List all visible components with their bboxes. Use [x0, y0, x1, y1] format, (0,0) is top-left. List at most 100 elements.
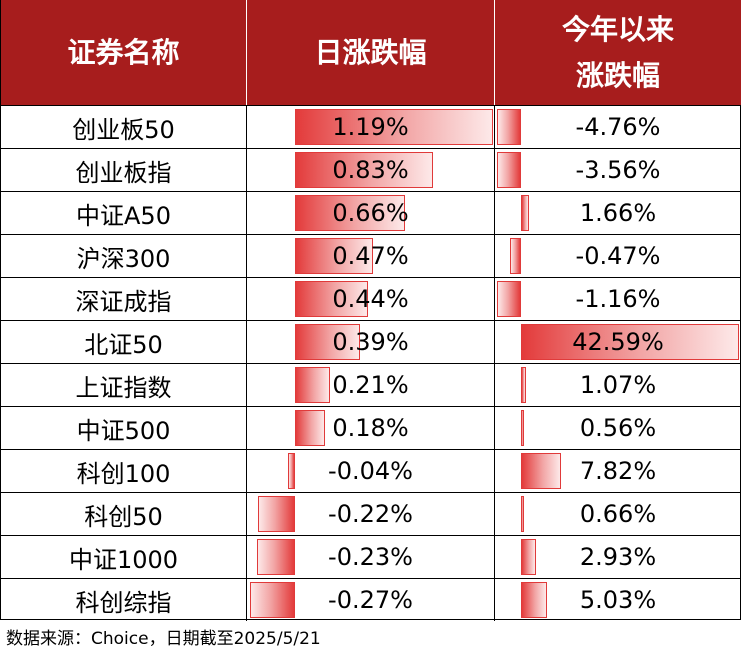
table-row: 创业板指 0.83% -3.56% — [1, 148, 741, 191]
ytd-change-value: 1.66% — [579, 199, 657, 227]
daily-change-cell: 0.83% — [247, 149, 495, 191]
daily-change-bar — [295, 195, 405, 231]
daily-change-value: -0.04% — [328, 457, 413, 485]
table-row: 中证1000 -0.23% 2.93% — [1, 535, 741, 578]
daily-change-value: 1.19% — [332, 113, 409, 141]
security-name: 科创100 — [76, 459, 171, 488]
daily-change-cell: -0.27% — [247, 579, 495, 621]
ytd-change-value: -3.56% — [575, 156, 661, 184]
ytd-change-cell: 0.56% — [495, 407, 741, 449]
ytd-change-bar — [521, 496, 525, 532]
ytd-change-value: -1.16% — [575, 285, 661, 313]
security-name-cell: 科创50 — [1, 493, 247, 535]
ytd-change-bar — [521, 453, 562, 489]
security-name-cell: 北证50 — [1, 321, 247, 363]
ytd-change-value: 0.56% — [579, 414, 657, 442]
daily-change-cell: -0.23% — [247, 536, 495, 578]
security-name: 北证50 — [84, 330, 163, 359]
header-ytd-change: 今年以来 涨跌幅 — [495, 0, 741, 105]
security-name: 中证1000 — [68, 545, 179, 574]
security-name-cell: 中证A50 — [1, 192, 247, 234]
header-daily-change-label: 日涨跌幅 — [314, 35, 427, 69]
ytd-change-bar — [521, 410, 524, 446]
header-ytd-change-label-line1: 今年以来 — [561, 12, 674, 46]
security-name: 科创50 — [84, 502, 163, 531]
ytd-change-cell: -3.56% — [495, 149, 741, 191]
daily-change-bar — [258, 496, 295, 532]
table-row: 上证指数 0.21% 1.07% — [1, 363, 741, 406]
ytd-change-value: 7.82% — [579, 457, 657, 485]
security-name-cell: 创业板指 — [1, 149, 247, 191]
security-name: 深证成指 — [75, 287, 172, 316]
security-name: 创业板指 — [75, 158, 172, 187]
security-name: 科创综指 — [75, 588, 172, 617]
daily-change-cell: -0.22% — [247, 493, 495, 535]
table-row: 科创100 -0.04% 7.82% — [1, 449, 741, 492]
table-row: 北证50 0.39% 42.59% — [1, 320, 741, 363]
header-security-name-label: 证券名称 — [67, 35, 180, 69]
ytd-change-bar — [497, 109, 521, 145]
security-name: 上证指数 — [75, 373, 172, 402]
ytd-change-value: -0.47% — [575, 242, 661, 270]
security-name: 中证500 — [76, 416, 171, 445]
security-name-cell: 科创综指 — [1, 579, 247, 621]
daily-change-cell: 0.44% — [247, 278, 495, 320]
ytd-change-bar — [510, 238, 521, 274]
header-security-name: 证券名称 — [1, 0, 247, 105]
security-name-cell: 深证成指 — [1, 278, 247, 320]
daily-change-value: -0.23% — [328, 543, 413, 571]
ytd-change-bar — [521, 324, 739, 360]
security-name-cell: 上证指数 — [1, 364, 247, 406]
daily-change-cell: 0.21% — [247, 364, 495, 406]
daily-change-bar — [295, 324, 360, 360]
table-row: 沪深300 0.47% -0.47% — [1, 234, 741, 277]
daily-change-cell: 0.66% — [247, 192, 495, 234]
security-name-cell: 中证500 — [1, 407, 247, 449]
ytd-change-value: -4.76% — [575, 113, 661, 141]
ytd-change-bar — [521, 539, 536, 575]
ytd-change-cell: -1.16% — [495, 278, 741, 320]
ytd-change-value: 2.93% — [579, 543, 657, 571]
ytd-change-cell: 7.82% — [495, 450, 741, 492]
ytd-change-cell: 5.03% — [495, 579, 741, 621]
ytd-change-cell: -0.47% — [495, 235, 741, 277]
daily-change-bar — [295, 281, 369, 317]
security-name: 中证A50 — [76, 201, 171, 230]
ytd-change-bar — [521, 195, 530, 231]
daily-change-bar — [250, 582, 295, 618]
daily-change-value: -0.22% — [328, 500, 413, 528]
ytd-change-cell: -4.76% — [495, 106, 741, 148]
ytd-change-cell: 1.66% — [495, 192, 741, 234]
daily-change-cell: 0.18% — [247, 407, 495, 449]
daily-change-bar — [295, 238, 374, 274]
table-row: 中证500 0.18% 0.56% — [1, 406, 741, 449]
ytd-change-cell: 0.66% — [495, 493, 741, 535]
ytd-change-bar — [521, 582, 547, 618]
daily-change-value: 0.21% — [332, 371, 409, 399]
security-name-cell: 沪深300 — [1, 235, 247, 277]
ytd-change-value: 42.59% — [572, 328, 664, 356]
security-name: 创业板50 — [72, 115, 175, 144]
table-bottom-border — [1, 619, 741, 620]
ytd-change-cell: 42.59% — [495, 321, 741, 363]
daily-change-value: 0.47% — [332, 242, 409, 270]
daily-change-value: 0.66% — [332, 199, 409, 227]
daily-change-cell: -0.04% — [247, 450, 495, 492]
daily-change-bar — [295, 367, 330, 403]
security-name-cell: 科创100 — [1, 450, 247, 492]
index-return-table: 证券名称 日涨跌幅 今年以来 涨跌幅 创业板50 1.19% -4.76% 创业板指 0… — [0, 0, 741, 621]
daily-change-value: 0.39% — [332, 328, 409, 356]
table-row: 创业板50 1.19% -4.76% — [1, 105, 741, 148]
ytd-change-bar — [521, 367, 527, 403]
daily-change-cell: 1.19% — [247, 106, 495, 148]
ytd-change-cell: 2.93% — [495, 536, 741, 578]
daily-change-value: 0.18% — [332, 414, 409, 442]
daily-change-cell: 0.39% — [247, 321, 495, 363]
security-name-cell: 中证1000 — [1, 536, 247, 578]
table-row: 科创综指 -0.27% 5.03% — [1, 578, 741, 621]
security-name-cell: 创业板50 — [1, 106, 247, 148]
table-row: 中证A50 0.66% 1.66% — [1, 191, 741, 234]
daily-change-bar — [288, 453, 295, 489]
daily-change-bar — [256, 539, 295, 575]
source-note: 数据来源：Choice，日期截至2025/5/21 — [6, 629, 321, 649]
